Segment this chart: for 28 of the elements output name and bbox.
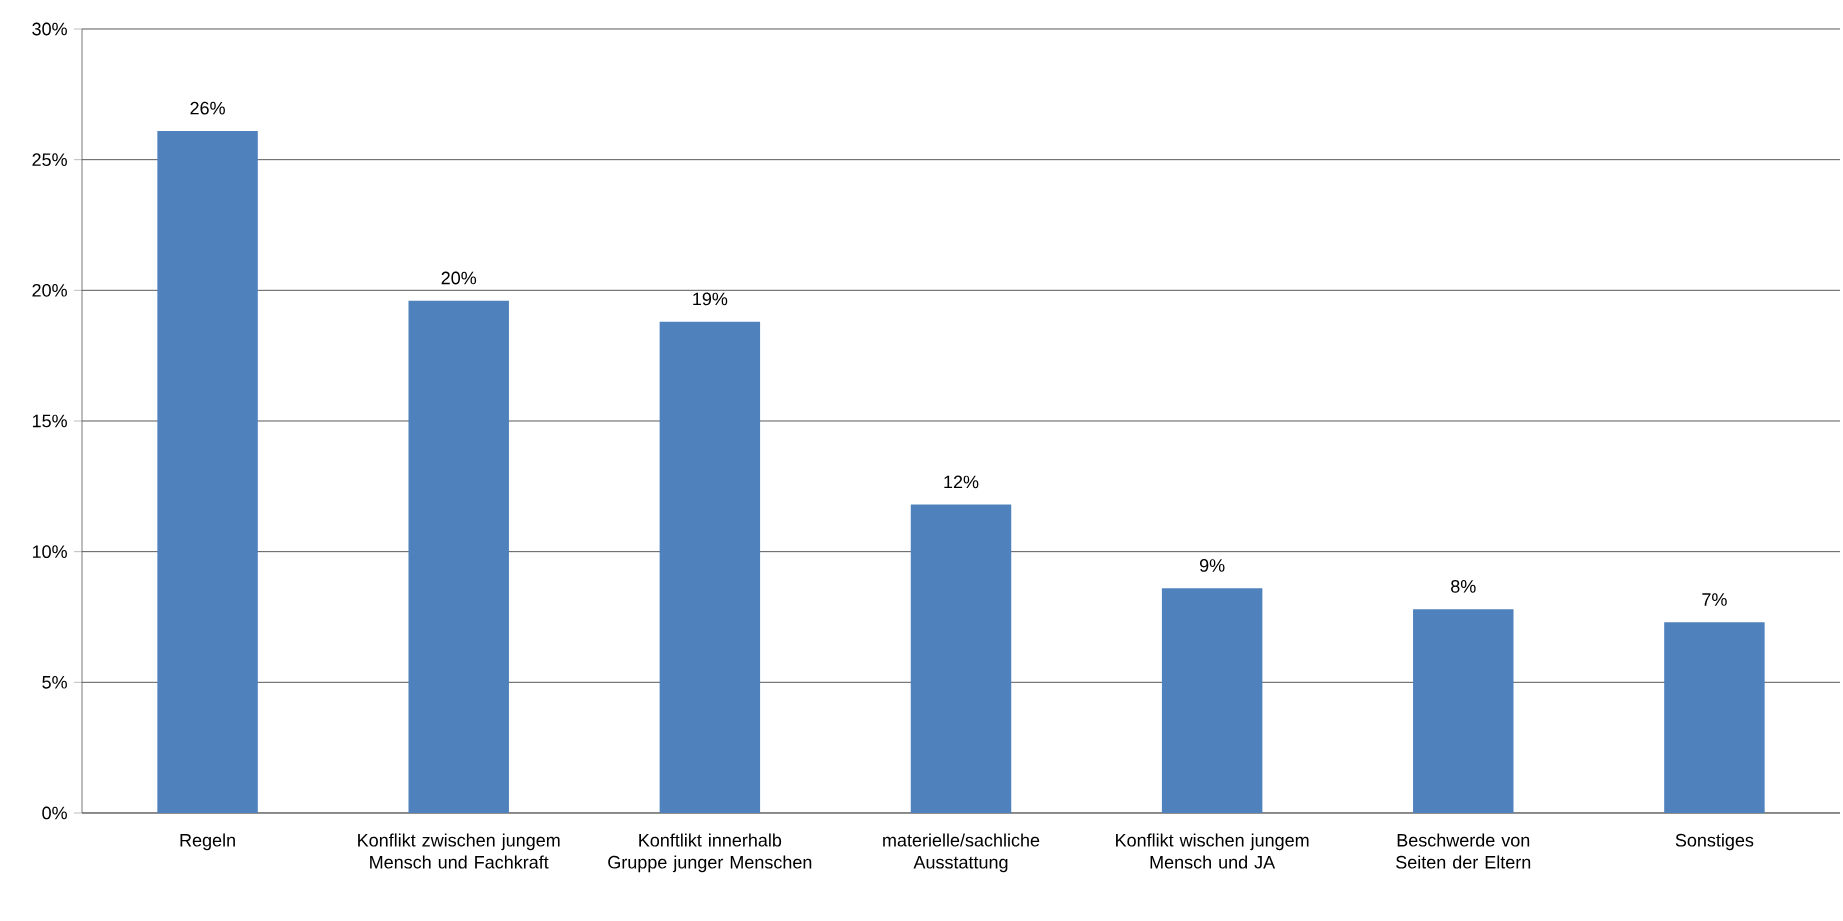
bar [1161,588,1263,813]
bar [1413,609,1514,813]
bar [1664,622,1765,813]
bar [157,130,258,813]
data-label: 19% [693,292,728,306]
x-tick-label: Konftlikt innerhalb Gruppe junger Menschen [608,833,812,873]
y-tick-label: 5% [42,675,67,689]
x-tick-label: materielle/sachliche Ausstattung [883,833,1040,873]
y-tick-label: 20% [32,283,67,297]
y-tick-label: 30% [32,22,67,36]
data-label: 9% [1199,559,1225,572]
bar [659,321,761,813]
y-tick-label: 0% [42,806,67,820]
data-label: 12% [944,475,979,489]
data-label: 26% [190,101,225,115]
data-label: 8% [1451,580,1476,593]
bar [408,300,509,813]
x-tick-label: Regeln [180,833,235,851]
data-label: 20% [441,271,477,285]
data-label: 7% [1702,593,1727,606]
x-tick-label: Beschwerde von Seiten der Eltern [1396,833,1531,869]
y-tick-label: 15% [32,414,67,428]
x-tick-label: Sonstiges [1675,833,1754,851]
x-tick-label: Konflikt zwischen jungem Mensch und Fachkraft [358,833,560,869]
bar [910,504,1012,813]
y-tick-label: 10% [32,545,67,559]
y-tick-label: 25% [32,153,67,167]
x-tick-label: Konflikt wischen jungem Mensch und JA [1116,833,1309,869]
